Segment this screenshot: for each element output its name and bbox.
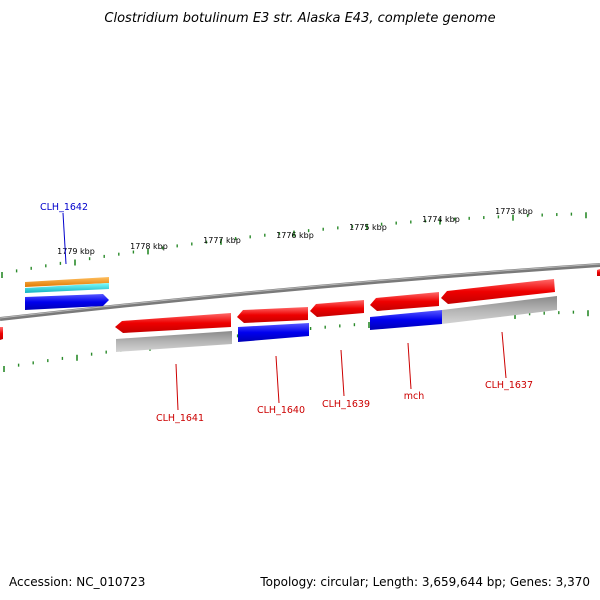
map-title: Clostridium botulinum E3 str. Alaska E43… xyxy=(104,11,495,26)
genome-backbone-highlight xyxy=(0,263,600,319)
leader-mch xyxy=(407,342,412,390)
gene-label-CLH_1639: CLH_1639 xyxy=(322,399,370,410)
leader-CLH_1639 xyxy=(340,349,345,397)
reverse-features xyxy=(116,296,557,352)
gene-label-mch: mch xyxy=(404,391,425,402)
tick-label-1774: 1774 kbp xyxy=(422,215,460,224)
gene-arrow-CLH_1642 xyxy=(25,294,109,310)
gene-arrow-CLH_1640 xyxy=(237,307,308,323)
leader-CLH_1642 xyxy=(62,212,67,265)
gene-labels: CLH_1642 CLH_1641 CLH_1640 CLH_1639 mch … xyxy=(40,202,533,424)
leader-CLH_1640 xyxy=(275,355,280,404)
tick-label-1775: 1775 kbp xyxy=(349,223,387,232)
gene-arrow-CLH_1639 xyxy=(310,300,364,317)
gene-label-CLH_1641: CLH_1641 xyxy=(156,413,204,424)
outer-tick-ring xyxy=(1,212,587,278)
tick-label-1779: 1779 kbp xyxy=(57,247,95,256)
gene-arrow-mch xyxy=(370,292,439,311)
tick-labels: 1779 kbp 1778 kbp 1777 kbp 1776 kbp 1775… xyxy=(57,207,533,256)
gene-arrow-CLH_1637 xyxy=(441,279,555,304)
edge-feature-left xyxy=(0,327,3,340)
tick-label-1776: 1776 kbp xyxy=(276,231,314,240)
accession-text: Accession: NC_010723 xyxy=(9,575,145,589)
gene-label-CLH_1637: CLH_1637 xyxy=(485,380,533,391)
tick-label-1773: 1773 kbp xyxy=(495,207,533,216)
blue-feature-1 xyxy=(238,323,309,342)
gray-feature-2 xyxy=(442,296,557,324)
rna-feature-orange xyxy=(25,277,109,287)
leader-CLH_1641 xyxy=(175,363,179,411)
rna-feature-cyan xyxy=(25,283,109,293)
gray-feature-1 xyxy=(116,331,232,352)
tick-label-1778: 1778 kbp xyxy=(130,242,168,251)
topology-text: Topology: circular; Length: 3,659,644 bp… xyxy=(259,575,590,589)
gene-label-CLH_1642: CLH_1642 xyxy=(40,202,88,213)
leader-CLH_1637 xyxy=(501,331,507,379)
label-leaders xyxy=(62,212,507,411)
forward-features xyxy=(0,269,600,340)
blue-feature-2 xyxy=(370,310,442,330)
gene-arrow-CLH_1641 xyxy=(115,313,231,333)
edge-feature-right xyxy=(597,269,600,276)
gene-label-CLH_1640: CLH_1640 xyxy=(257,405,305,416)
genome-backbone xyxy=(0,263,600,321)
tick-label-1777: 1777 kbp xyxy=(203,236,241,245)
